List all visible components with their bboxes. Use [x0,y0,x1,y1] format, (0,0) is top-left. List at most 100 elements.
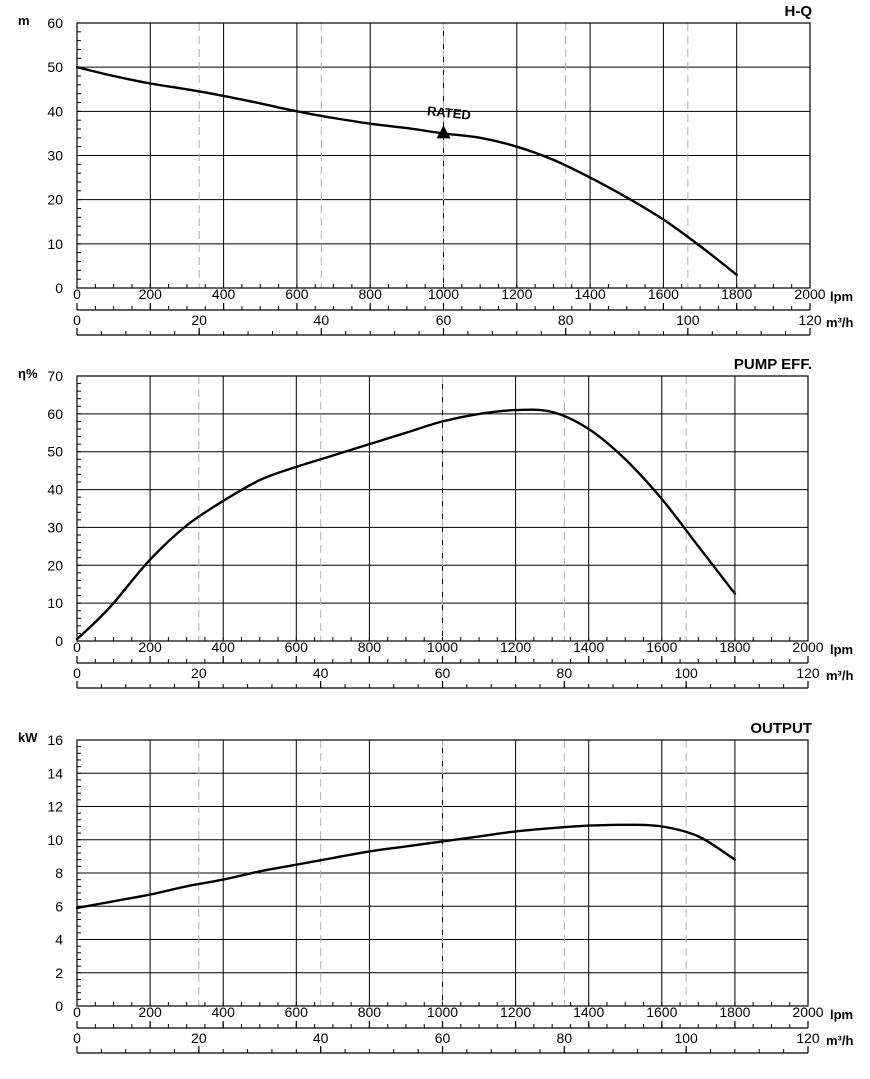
plot-frame [76,22,811,289]
x-tick-label-lpm: 200 [139,286,163,302]
y-tick-label: 6 [55,898,63,914]
y-tick-label: 60 [47,406,63,422]
y-tick-label: 40 [47,482,63,498]
series-line-1 [75,66,738,276]
x-tick-label-m3h: 20 [191,665,207,681]
y-tick-label: 30 [47,519,63,535]
x-tick-label-m3h: 40 [313,1030,329,1046]
x-tick-label-lpm: 0 [73,286,81,302]
x-tick-label-lpm: 1200 [501,286,532,302]
x-tick-label-lpm: 800 [358,639,382,655]
x-tick-label-lpm: 1800 [721,286,752,302]
x-tick-label-lpm: 400 [212,286,236,302]
y-tick-label: 50 [47,444,63,460]
x-tick-label-lpm: 1800 [719,639,750,655]
y-tick-label: 30 [47,148,63,164]
x-axis-label-m3h: m³/h [826,315,854,330]
y-tick-label: 10 [47,236,63,252]
chart-title: H-Q [785,3,813,20]
x-tick-label-lpm: 2000 [792,1004,823,1020]
y-tick-label: 14 [47,765,63,781]
y-tick-label: 2 [55,965,63,981]
x-tick-label-m3h: 120 [798,312,822,328]
x-tick-label-lpm: 1000 [427,1004,458,1020]
y-tick-label: 0 [55,280,63,296]
y-tick-label: 50 [47,59,63,75]
x-tick-label-lpm: 400 [212,639,236,655]
y-tick-label: 40 [47,103,63,119]
x-tick-label-m3h: 60 [435,1030,451,1046]
x-tick-label-lpm: 1400 [575,286,606,302]
x-tick-label-m3h: 40 [314,312,330,328]
x-tick-label-lpm: 2000 [794,286,825,302]
x-tick-label-lpm: 200 [138,639,162,655]
x-tick-label-m3h: 80 [557,665,573,681]
x-tick-label-m3h: 40 [313,665,329,681]
chart-title: OUTPUT [750,720,812,737]
x-tick-label-m3h: 100 [674,1030,698,1046]
y-tick-label: 8 [55,865,63,881]
x-axis-label-lpm: lpm [830,642,853,657]
x-tick-label-lpm: 800 [358,1004,382,1020]
y-axis-label: η% [18,366,38,381]
x-tick-label-m3h: 0 [73,665,81,681]
x-tick-label-m3h: 20 [191,312,207,328]
x-tick-label-m3h: 60 [435,665,451,681]
x-tick-label-m3h: 60 [436,312,452,328]
x-tick-label-lpm: 2000 [792,639,823,655]
x-tick-label-m3h: 100 [676,312,700,328]
plot-frame [76,739,809,1007]
x-tick-label-lpm: 600 [285,1004,309,1020]
x-tick-label-lpm: 1000 [428,286,459,302]
x-tick-label-lpm: 600 [285,286,309,302]
series-line-1 [75,823,737,910]
x-tick-label-m3h: 100 [674,665,698,681]
y-tick-label: 16 [47,732,63,748]
x-tick-label-m3h: 0 [73,312,81,328]
x-axis-label-m3h: m³/h [826,1033,854,1048]
chart-title: PUMP EFF. [734,356,812,373]
x-tick-label-lpm: 1800 [719,1004,750,1020]
x-tick-label-m3h: 0 [73,1030,81,1046]
y-tick-label: 10 [47,832,63,848]
x-tick-label-lpm: 1200 [500,639,531,655]
y-axis-label: m [18,13,30,28]
x-tick-label-lpm: 1600 [646,639,677,655]
x-axis-label-lpm: lpm [830,1007,853,1022]
x-axis-label-m3h: m³/h [826,668,854,683]
y-tick-label: 20 [47,557,63,573]
y-tick-label: 0 [55,998,63,1014]
y-tick-label: 4 [55,932,63,948]
x-tick-label-lpm: 1400 [573,1004,604,1020]
y-tick-label: 12 [47,799,63,815]
x-tick-label-lpm: 800 [359,286,383,302]
x-tick-label-lpm: 600 [285,639,309,655]
rated-point-marker [436,125,451,139]
x-tick-label-m3h: 80 [558,312,574,328]
y-tick-label: 10 [47,595,63,611]
x-tick-label-lpm: 1600 [646,1004,677,1020]
x-axis-label-lpm: lpm [830,289,853,304]
y-axis-label: kW [18,730,38,745]
x-tick-label-lpm: 200 [138,1004,162,1020]
x-tick-label-m3h: 120 [796,665,820,681]
y-tick-label: 0 [55,633,63,649]
plot-frame [76,375,809,642]
x-tick-label-m3h: 80 [557,1030,573,1046]
x-tick-label-lpm: 1400 [573,639,604,655]
x-tick-label-m3h: 120 [796,1030,820,1046]
x-tick-label-lpm: 1600 [648,286,679,302]
series-line-1 [75,408,737,641]
y-tick-label: 20 [47,192,63,208]
rated-point-label: RATED [426,103,471,122]
x-tick-label-m3h: 20 [191,1030,207,1046]
y-tick-label: 70 [47,368,63,384]
x-tick-label-lpm: 1200 [500,1004,531,1020]
x-tick-label-lpm: 1000 [427,639,458,655]
y-tick-label: 60 [47,15,63,31]
x-tick-label-lpm: 0 [73,639,81,655]
